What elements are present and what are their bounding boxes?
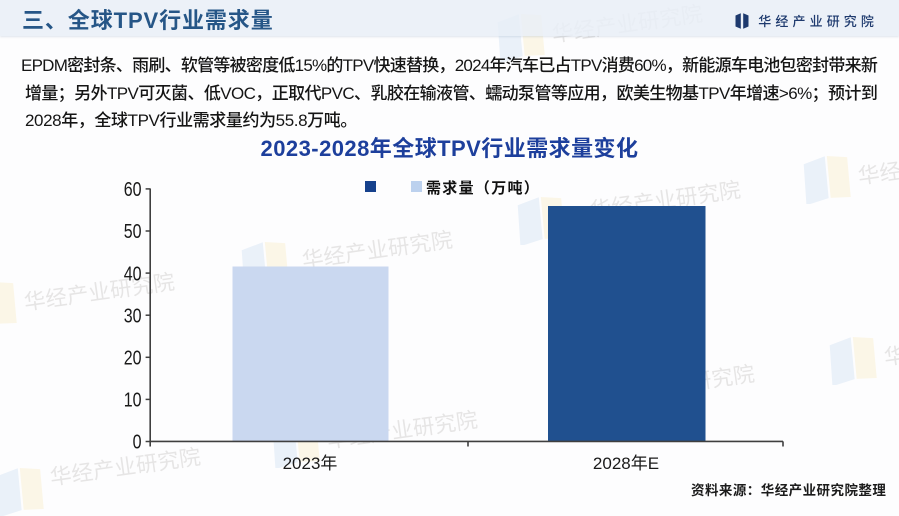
svg-text:40: 40: [124, 263, 142, 285]
svg-text:50: 50: [124, 221, 142, 243]
svg-text:30: 30: [124, 305, 142, 327]
svg-text:10: 10: [124, 389, 142, 411]
svg-text:20: 20: [124, 347, 142, 369]
svg-text:60: 60: [124, 178, 142, 200]
svg-text:0: 0: [133, 431, 142, 453]
